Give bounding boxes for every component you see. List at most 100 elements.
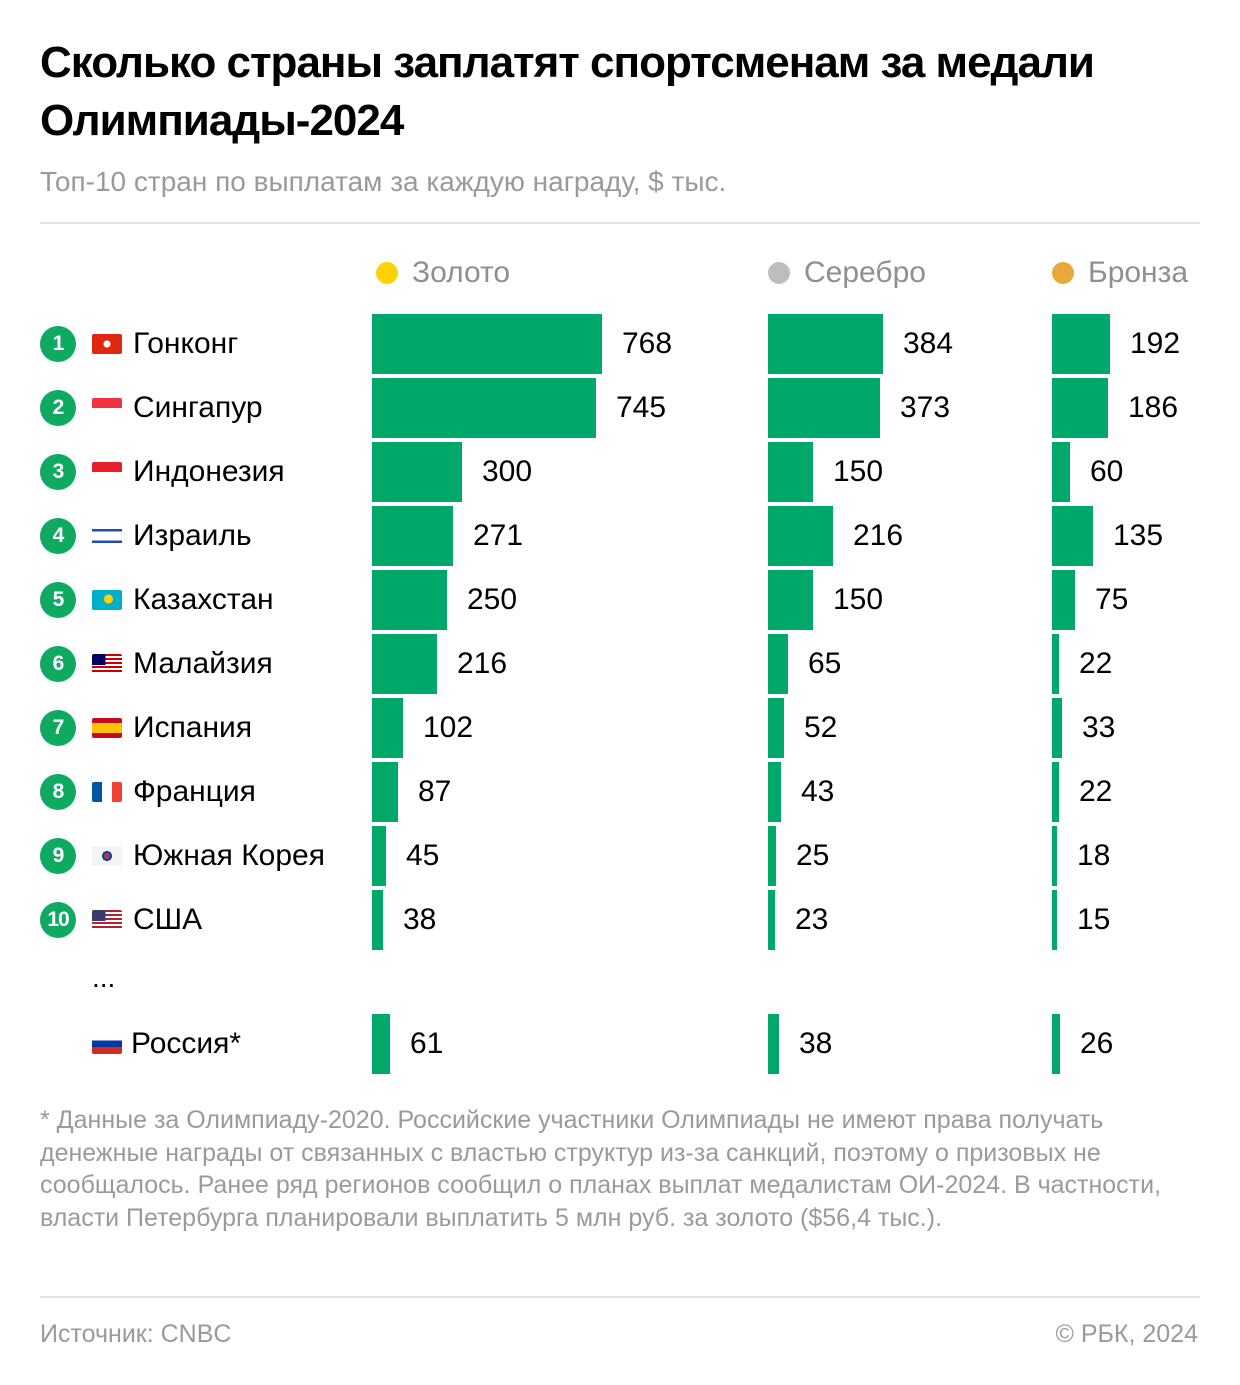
country-name: Израиль <box>133 519 252 552</box>
country-name: Гонконг <box>133 327 239 360</box>
bar-silver <box>768 698 784 758</box>
value-label-bronze: 22 <box>1079 647 1113 680</box>
table-row: 10 США 38 23 15 <box>0 890 1240 950</box>
bar-gold <box>372 506 453 566</box>
table-row: 2 Сингапур 745 373 186 <box>0 378 1240 438</box>
value-label-gold: 61 <box>410 1027 444 1060</box>
value-label-gold: 271 <box>473 519 524 552</box>
bar-silver <box>768 506 833 566</box>
value-label-silver: 52 <box>804 711 838 744</box>
value-label-silver: 216 <box>853 519 904 552</box>
bar-bronze <box>1052 826 1057 886</box>
bar-gold <box>372 314 602 374</box>
copyright: © РБК, 2024 <box>1055 1320 1198 1348</box>
table-row: 6 Малайзия 216 65 22 <box>0 634 1240 694</box>
value-label-silver: 43 <box>801 775 835 808</box>
bar-silver <box>768 1014 779 1074</box>
rank-badge: 1 <box>40 326 76 362</box>
silver-dot-icon <box>768 262 790 284</box>
bar-gold <box>372 570 447 630</box>
value-label-silver: 23 <box>795 903 829 936</box>
table-row: 9 Южная Корея 45 25 18 <box>0 826 1240 886</box>
country-name: Южная Корея <box>133 839 325 872</box>
bar-gold <box>372 890 383 950</box>
flag-south-korea-icon <box>92 846 122 866</box>
value-label-gold: 102 <box>423 711 474 744</box>
bar-silver <box>768 762 781 822</box>
gold-dot-icon <box>376 262 398 284</box>
rank-badge: 8 <box>40 774 76 810</box>
bar-gold <box>372 634 437 694</box>
bar-silver <box>768 442 813 502</box>
rank-badge: 5 <box>40 582 76 618</box>
country-name: Испания <box>133 711 253 744</box>
value-label-bronze: 75 <box>1095 583 1129 616</box>
country-name: США <box>133 903 203 936</box>
bar-silver <box>768 826 776 886</box>
country-name: Казахстан <box>133 583 274 616</box>
list-ellipsis: ... <box>92 962 116 993</box>
value-label-gold: 300 <box>482 455 533 488</box>
flag-kazakhstan-icon <box>92 590 122 610</box>
table-row: 4 Израиль 271 216 135 <box>0 506 1240 566</box>
value-label-gold: 768 <box>622 327 673 360</box>
bar-bronze <box>1052 1014 1060 1074</box>
value-label-silver: 150 <box>833 583 884 616</box>
rank-badge: 3 <box>40 454 76 490</box>
table-row: 7 Испания 102 52 33 <box>0 698 1240 758</box>
rank-badge: 9 <box>40 838 76 874</box>
bar-silver <box>768 570 813 630</box>
bar-bronze <box>1052 762 1059 822</box>
country-name: Франция <box>133 775 256 808</box>
value-label-bronze: 22 <box>1079 775 1113 808</box>
value-label-bronze: 33 <box>1082 711 1116 744</box>
flag-indonesia-icon <box>92 462 122 482</box>
bar-gold <box>372 1014 390 1074</box>
legend-silver: Серебро <box>768 256 926 290</box>
value-label-bronze: 135 <box>1113 519 1164 552</box>
table-row: 8 Франция 87 43 22 <box>0 762 1240 822</box>
value-label-silver: 38 <box>799 1027 833 1060</box>
value-label-gold: 216 <box>457 647 508 680</box>
value-label-silver: 384 <box>903 327 954 360</box>
bar-silver <box>768 378 880 438</box>
value-label-gold: 38 <box>403 903 437 936</box>
bar-silver <box>768 314 883 374</box>
value-label-bronze: 15 <box>1077 903 1111 936</box>
bar-silver <box>768 890 775 950</box>
legend-bronze: Бронза <box>1052 256 1188 290</box>
rank-badge: 4 <box>40 518 76 554</box>
country-name: Россия* <box>131 1027 242 1060</box>
value-label-gold: 87 <box>418 775 452 808</box>
legend-gold-label: Золото <box>412 256 511 289</box>
flag-russia-icon <box>92 1034 122 1054</box>
value-label-silver: 150 <box>833 455 884 488</box>
country-name: Индонезия <box>133 455 285 488</box>
flag-singapore-icon <box>92 398 122 418</box>
value-label-gold: 250 <box>467 583 518 616</box>
rank-badge: 6 <box>40 646 76 682</box>
value-label-silver: 25 <box>796 839 830 872</box>
value-label-bronze: 26 <box>1080 1027 1114 1060</box>
flag-spain-icon <box>92 718 122 738</box>
bar-bronze <box>1052 442 1070 502</box>
value-label-silver: 65 <box>808 647 842 680</box>
bar-gold <box>372 826 386 886</box>
flag-usa-icon <box>92 910 122 930</box>
footnote: * Данные за Олимпиаду-2020. Российские у… <box>40 1106 1162 1232</box>
table-row: 5 Казахстан 250 150 75 <box>0 570 1240 630</box>
bar-silver <box>768 634 788 694</box>
legend-gold: Золото <box>376 256 510 290</box>
bar-bronze <box>1052 634 1059 694</box>
bar-bronze <box>1052 314 1110 374</box>
table-row: 1 Гонконг 768 384 192 <box>0 314 1240 374</box>
bar-gold <box>372 442 462 502</box>
table-row: 3 Индонезия 300 150 60 <box>0 442 1240 502</box>
legend-bronze-label: Бронза <box>1088 256 1189 289</box>
flag-france-icon <box>92 782 122 802</box>
value-label-bronze: 186 <box>1128 391 1179 424</box>
legend-silver-label: Серебро <box>804 256 926 289</box>
rank-badge: 10 <box>40 902 76 938</box>
value-label-bronze: 60 <box>1090 455 1124 488</box>
flag-israel-icon <box>92 526 122 546</box>
